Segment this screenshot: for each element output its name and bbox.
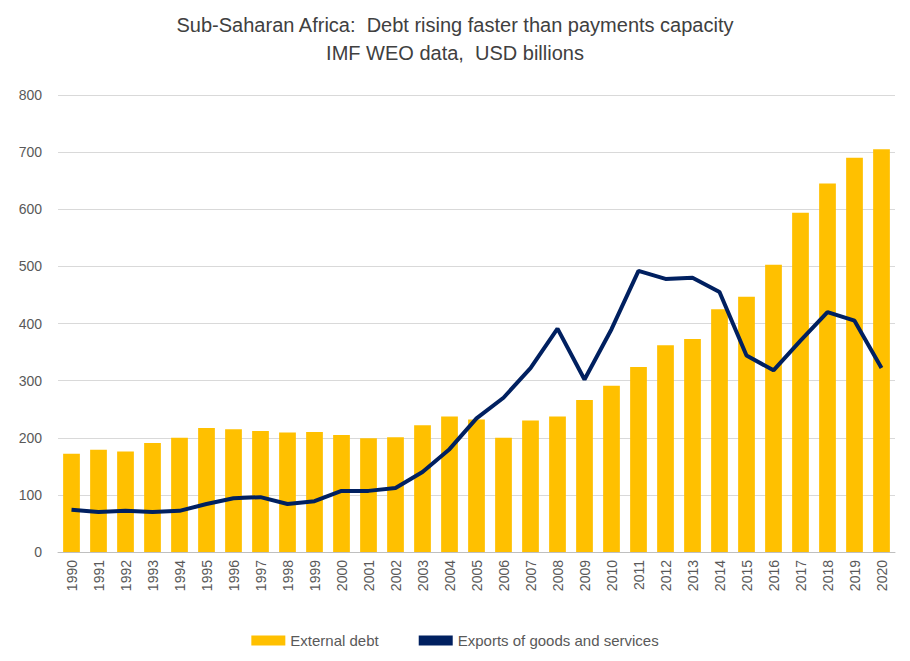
svg-text:1990: 1990	[64, 560, 80, 591]
svg-text:2007: 2007	[523, 560, 539, 591]
svg-text:2014: 2014	[712, 560, 728, 591]
svg-text:IMF WEO data, USD billions: IMF WEO data, USD billions	[326, 42, 584, 64]
svg-text:600: 600	[19, 201, 43, 217]
svg-text:2017: 2017	[793, 560, 809, 591]
svg-text:2012: 2012	[658, 560, 674, 591]
svg-text:0: 0	[34, 544, 42, 560]
svg-text:1996: 1996	[226, 560, 242, 591]
svg-text:1994: 1994	[172, 560, 188, 591]
svg-text:1998: 1998	[280, 560, 296, 591]
svg-text:2013: 2013	[685, 560, 701, 591]
svg-text:2002: 2002	[388, 560, 404, 591]
svg-text:External debt: External debt	[290, 632, 379, 649]
svg-text:2008: 2008	[550, 560, 566, 591]
svg-text:500: 500	[19, 258, 43, 274]
svg-text:1995: 1995	[199, 560, 215, 591]
svg-text:200: 200	[19, 430, 43, 446]
svg-text:2018: 2018	[820, 560, 836, 591]
svg-text:Exports of goods and services: Exports of goods and services	[458, 632, 659, 649]
svg-text:Sub-Saharan Africa: Debt risi: Sub-Saharan Africa: Debt rising faster t…	[177, 14, 734, 36]
svg-text:2011: 2011	[631, 560, 647, 590]
svg-text:700: 700	[19, 144, 43, 160]
svg-text:2006: 2006	[496, 560, 512, 591]
svg-text:2015: 2015	[739, 560, 755, 591]
svg-text:2001: 2001	[361, 560, 377, 591]
svg-text:2003: 2003	[415, 560, 431, 591]
svg-text:1993: 1993	[145, 560, 161, 591]
svg-text:2016: 2016	[766, 560, 782, 591]
svg-text:1999: 1999	[307, 560, 323, 591]
svg-text:2009: 2009	[577, 560, 593, 591]
svg-text:2005: 2005	[469, 560, 485, 591]
svg-text:2004: 2004	[442, 560, 458, 591]
svg-text:100: 100	[19, 487, 43, 503]
svg-text:800: 800	[19, 87, 43, 103]
svg-text:1997: 1997	[253, 560, 269, 591]
svg-text:1992: 1992	[118, 560, 134, 591]
svg-text:300: 300	[19, 373, 43, 389]
svg-text:2000: 2000	[334, 560, 350, 591]
svg-text:1991: 1991	[91, 560, 107, 591]
svg-text:2019: 2019	[847, 560, 863, 591]
svg-text:2010: 2010	[604, 560, 620, 591]
svg-text:400: 400	[19, 316, 43, 332]
svg-text:2020: 2020	[874, 560, 890, 591]
